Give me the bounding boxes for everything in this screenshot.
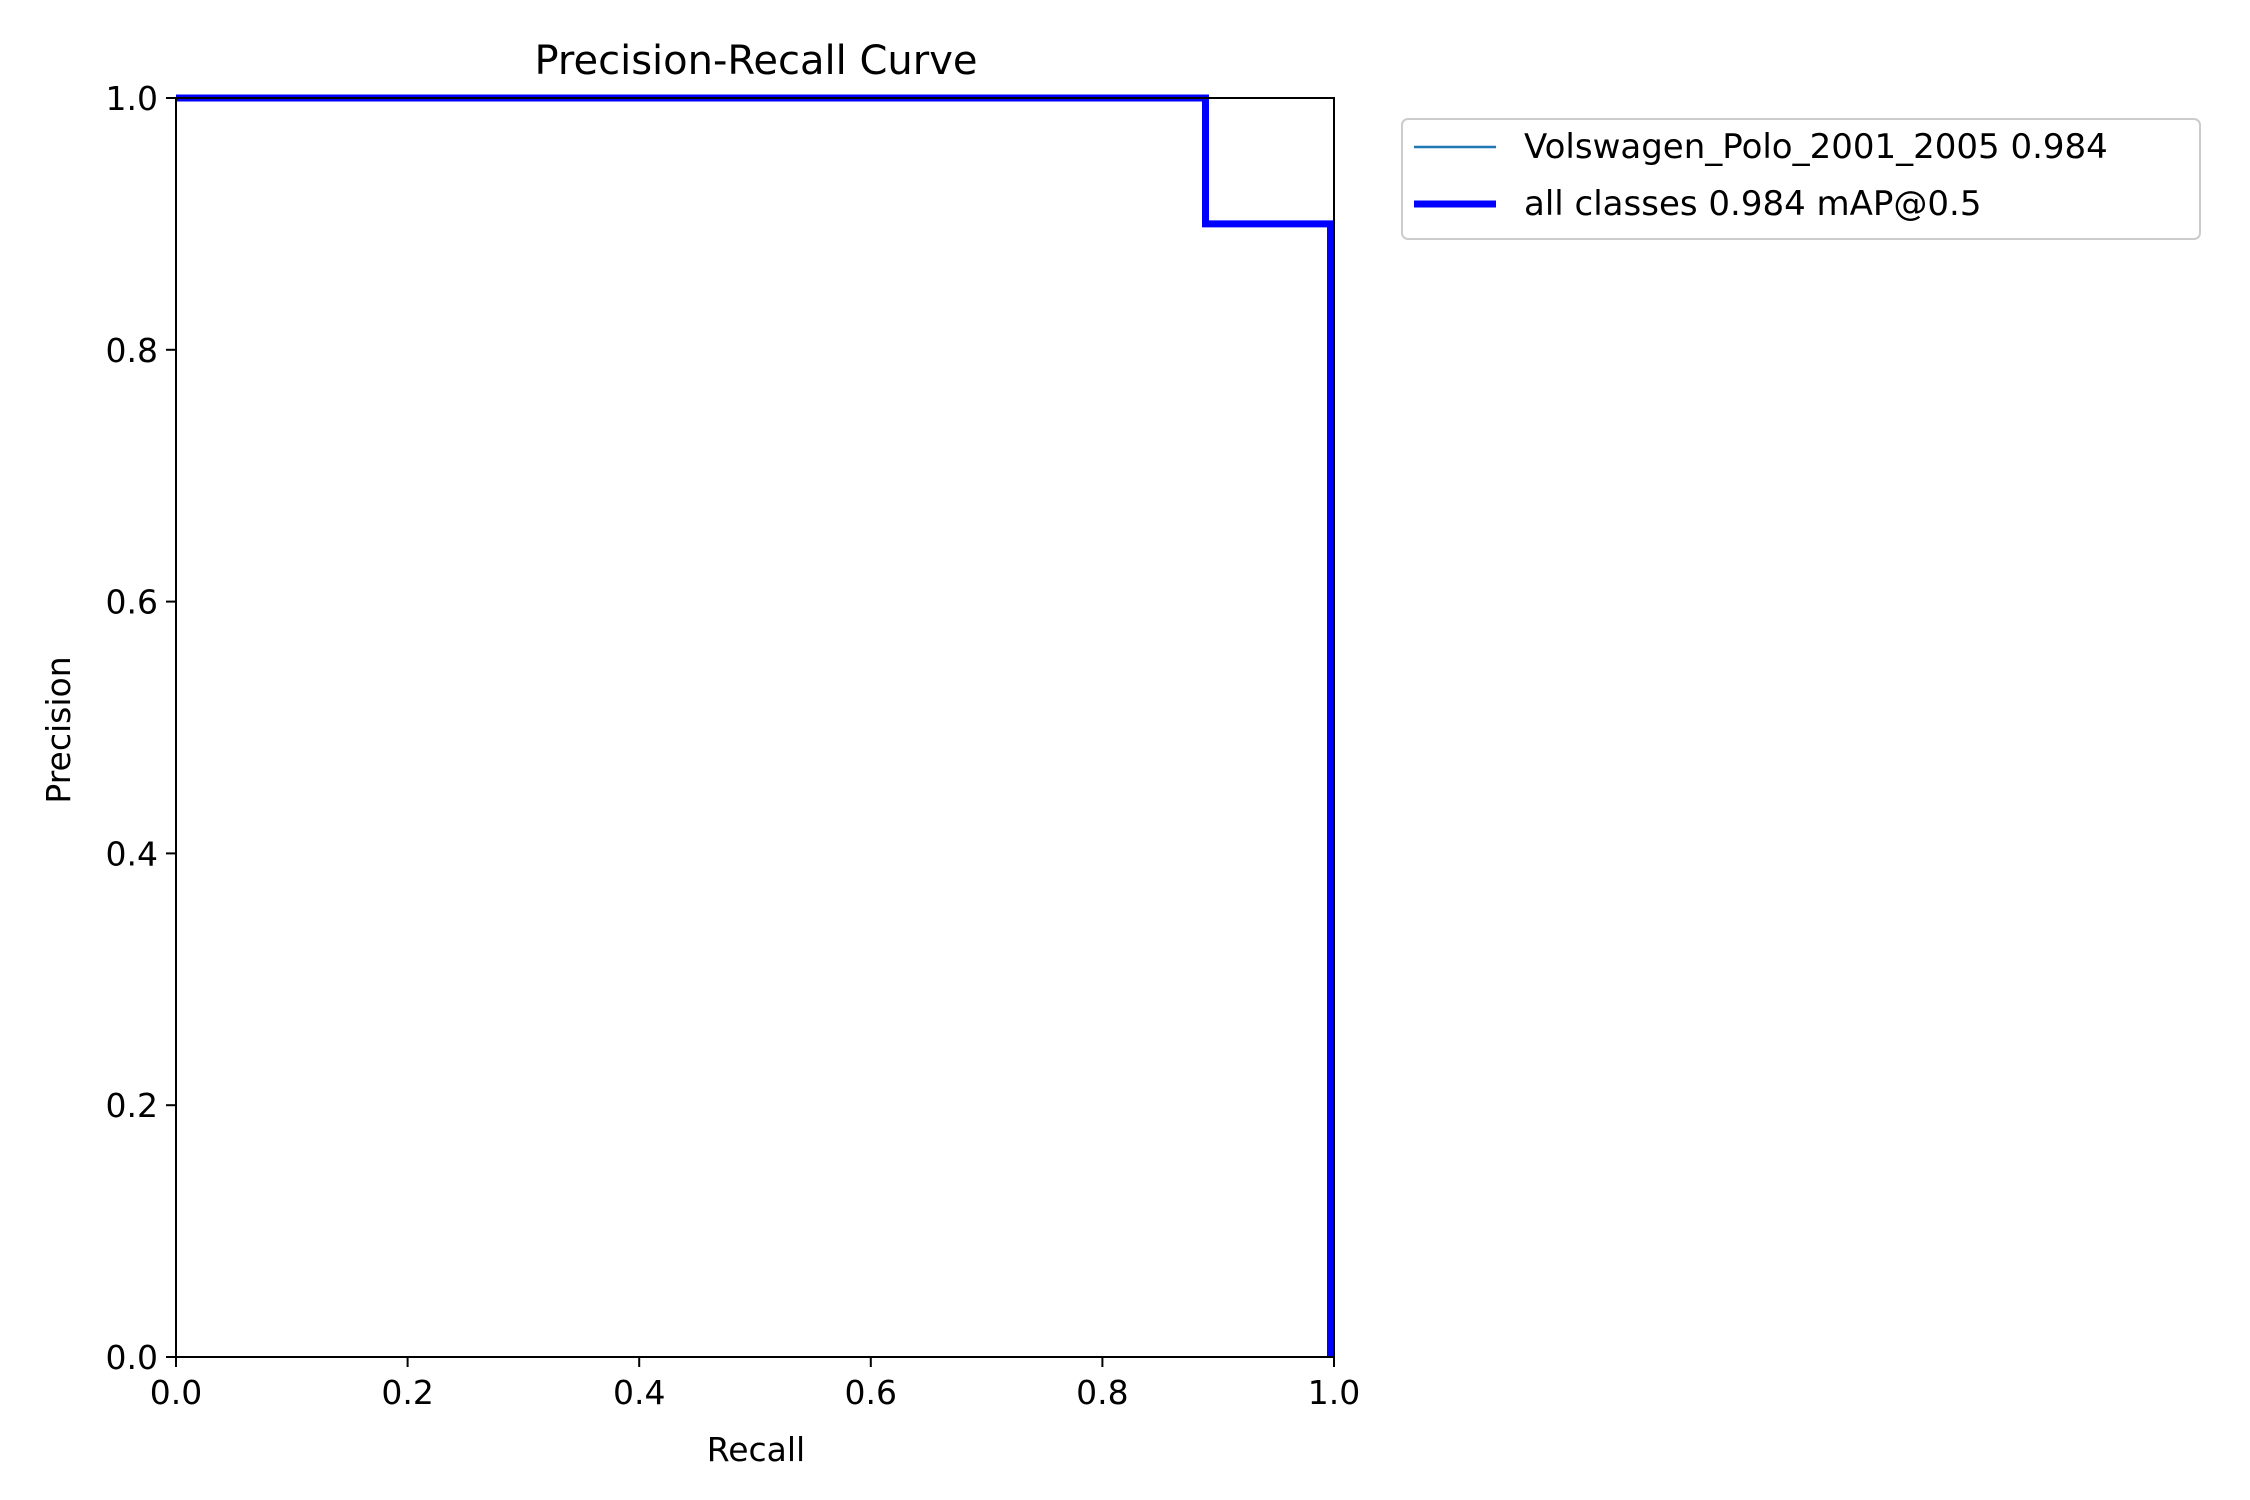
x-tick-label: 0.4 bbox=[613, 1373, 665, 1412]
x-tick-label: 0.8 bbox=[1076, 1373, 1128, 1412]
y-tick-label: 0.4 bbox=[106, 834, 158, 873]
x-tick-label: 0.2 bbox=[381, 1373, 433, 1412]
y-tick-label: 0.2 bbox=[106, 1086, 158, 1125]
x-tick-label: 0.6 bbox=[845, 1373, 897, 1412]
series-layer bbox=[176, 94, 1334, 1357]
y-tick-label: 0.8 bbox=[106, 331, 158, 370]
series-line-1 bbox=[176, 94, 1334, 1357]
series-line-0 bbox=[176, 96, 1332, 1357]
legend-box bbox=[1401, 118, 2201, 240]
x-tick-label: 0.0 bbox=[150, 1373, 202, 1412]
legend-label-1: all classes 0.984 mAP@0.5 bbox=[1524, 184, 1981, 224]
plot-frame bbox=[175, 97, 1335, 1358]
legend: Volswagen_Polo_2001_2005 0.984 all class… bbox=[1401, 118, 2201, 240]
chart-title: Precision-Recall Curve bbox=[535, 38, 978, 84]
y-axis-ticks: 0.0 0.2 0.4 0.6 0.8 1.0 bbox=[106, 79, 176, 1377]
plot-area bbox=[175, 94, 1335, 1358]
x-tick-label: 1.0 bbox=[1308, 1373, 1360, 1412]
y-axis-label: Precision bbox=[39, 656, 78, 803]
x-axis-label: Recall bbox=[707, 1430, 805, 1469]
y-tick-label: 0.0 bbox=[106, 1338, 158, 1377]
y-tick-label: 0.6 bbox=[106, 583, 158, 622]
legend-label-0: Volswagen_Polo_2001_2005 0.984 bbox=[1524, 127, 2108, 167]
x-axis-ticks: 0.0 0.2 0.4 0.6 0.8 1.0 bbox=[150, 1357, 1360, 1412]
y-tick-label: 1.0 bbox=[106, 79, 158, 118]
